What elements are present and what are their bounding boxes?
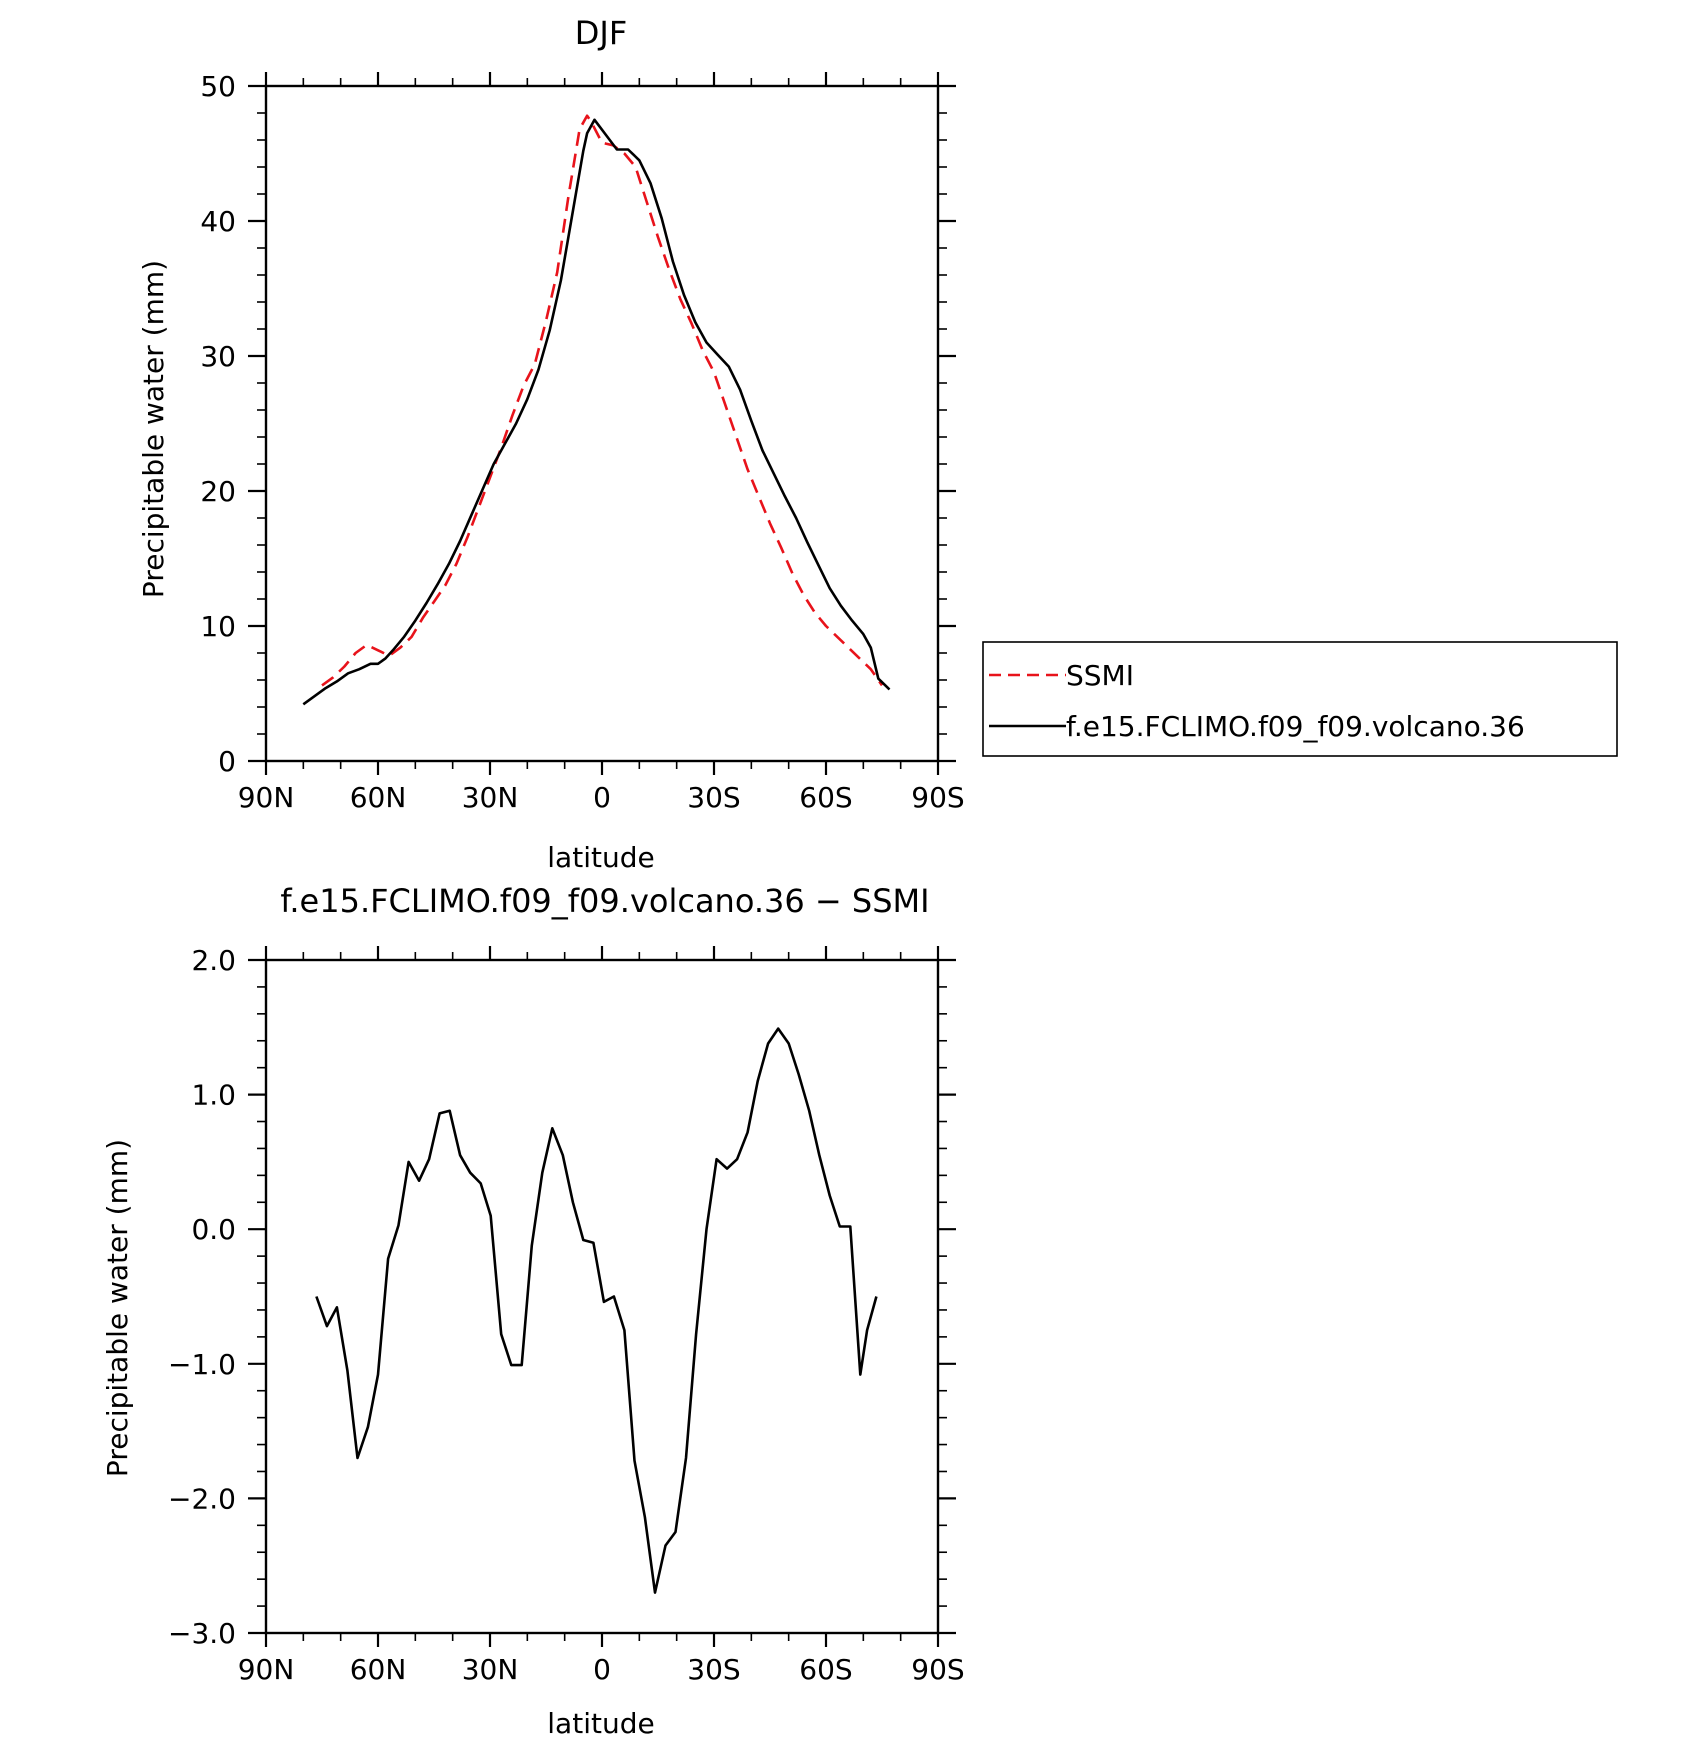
series-line-0-0	[321, 114, 884, 687]
x-tick-label-1-6: 90S	[911, 1653, 964, 1686]
y-tick-label-0-0: 0	[218, 745, 236, 778]
top-plot-area: 90N 60N 30N 0 30S 60S 90S 0 10 20 30 40 50	[200, 70, 964, 814]
y-tick-label-1-2: −1.0	[168, 1348, 236, 1381]
top-panel-title: DJF	[575, 14, 627, 52]
bottom-x-axis-label: latitude	[547, 1707, 654, 1740]
series-line-1-0	[315, 1027, 878, 1594]
y-tick-label-0-5: 50	[200, 70, 236, 103]
bottom-plot-area: 90N 60N 30N 0 30S 60S 90S −3.0 −2.0 −1.0 0.0 1.0 2.0	[168, 944, 965, 1686]
x-tick-label-1-2: 30N	[462, 1653, 519, 1686]
y-tick-label-1-4: 1.0	[191, 1079, 236, 1112]
x-tick-label-0-1: 60N	[350, 781, 407, 814]
bottom-panel: f.e15.FCLIMO.f09_f09.volcano.36 − SSMI 9…	[101, 882, 965, 1740]
legend-label-model: f.e15.FCLIMO.f09_f09.volcano.36	[1066, 710, 1525, 743]
top-x-axis-label: latitude	[547, 841, 654, 874]
y-tick-label-1-0: −3.0	[168, 1617, 236, 1650]
y-tick-label-0-4: 40	[200, 205, 236, 238]
legend-box	[982, 641, 1618, 757]
y-tick-label-0-2: 20	[200, 475, 236, 508]
bottom-y-axis-label: Precipitable water (mm)	[101, 1139, 134, 1477]
top-y-axis-label: Precipitable water (mm)	[137, 260, 170, 598]
x-tick-label-0-3: 0	[593, 781, 611, 814]
bottom-panel-title: f.e15.FCLIMO.f09_f09.volcano.36 − SSMI	[280, 882, 929, 920]
legend: SSMI f.e15.FCLIMO.f09_f09.volcano.36	[982, 641, 1618, 757]
y-tick-label-1-3: 0.0	[191, 1213, 236, 1246]
x-tick-label-1-1: 60N	[350, 1653, 407, 1686]
x-tick-label-1-5: 60S	[799, 1653, 852, 1686]
x-tick-label-0-2: 30N	[462, 781, 519, 814]
x-tick-label-1-3: 0	[593, 1653, 611, 1686]
series-line-0-1	[302, 118, 891, 706]
legend-label-ssmi: SSMI	[1066, 659, 1134, 692]
x-tick-label-0-6: 90S	[911, 781, 964, 814]
y-tick-label-0-3: 30	[200, 340, 236, 373]
x-tick-label-0-0: 90N	[238, 781, 295, 814]
y-tick-label-0-1: 10	[200, 610, 236, 643]
top-panel: DJF 90N 60N 30N 0 30S 60S 90S 0 10 20 30 40 50 latit…	[137, 14, 965, 874]
x-tick-label-1-0: 90N	[238, 1653, 295, 1686]
y-tick-label-1-1: −2.0	[168, 1482, 236, 1515]
plot-frame-0	[264, 84, 940, 763]
y-tick-label-1-5: 2.0	[191, 944, 236, 977]
x-tick-label-1-4: 30S	[687, 1653, 740, 1686]
x-tick-label-0-4: 30S	[687, 781, 740, 814]
x-tick-label-0-5: 60S	[799, 781, 852, 814]
